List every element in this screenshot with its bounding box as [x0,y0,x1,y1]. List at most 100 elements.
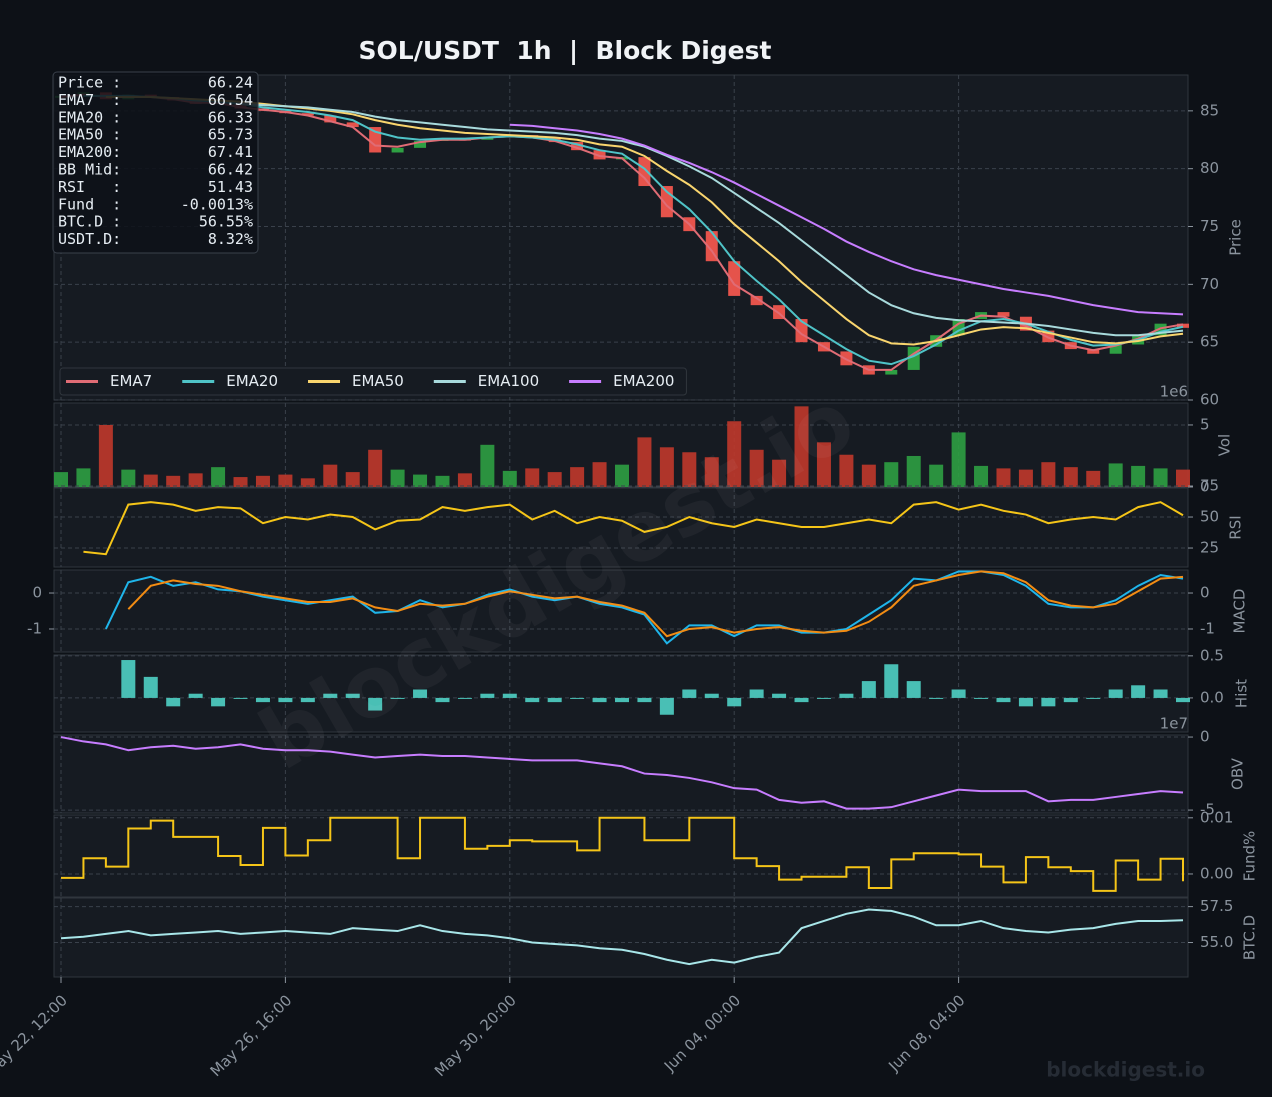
series-line [61,816,1184,892]
bar [1086,697,1101,699]
info-label: EMA7 : [58,91,121,109]
bar [323,693,338,698]
bar [1018,697,1033,707]
bar [727,697,742,707]
info-label: EMA200: [58,143,121,161]
bar [1108,463,1123,487]
bar [166,697,181,707]
bar [816,442,831,487]
panel-frame [53,814,1189,898]
candle [1154,323,1167,336]
y-tick-label: 25 [1200,539,1219,557]
candle [346,122,359,128]
bar [188,693,203,698]
y-axis-label: BTC.D [1241,915,1259,960]
bar [300,697,315,703]
bar [659,447,674,487]
bar [884,462,899,487]
footer-brand: blockdigest.io [1046,1058,1205,1082]
candle [324,115,337,123]
bar [435,697,450,703]
bar [166,475,181,487]
bar [390,469,405,487]
bar [502,693,517,698]
bar [1108,689,1123,698]
y-axis-label: Price [1227,219,1245,256]
bar [816,697,831,699]
bar [54,472,68,487]
y-tick-label: 70 [1200,275,1219,293]
bar [1131,465,1146,487]
y-tick-label: 0 [1200,478,1210,496]
legend-label: EMA7 [110,372,152,390]
bar [480,693,495,698]
panel-frame [53,734,1189,814]
bar [704,457,719,487]
info-label: RSI : [58,178,121,196]
info-label: Price : [58,74,121,92]
bar [996,468,1011,487]
bar [839,693,854,698]
bar [749,689,764,698]
candle [638,157,651,187]
legend-box [59,367,687,396]
candle [593,150,606,160]
bar [457,473,472,487]
candle [1109,344,1122,354]
bar [1063,467,1078,487]
bar [255,697,270,703]
bar [794,697,809,703]
bar [368,697,383,711]
info-value: 8.32% [208,230,253,248]
y-tick-label: 75 [1200,217,1219,235]
bar [1153,689,1168,698]
bar [1041,462,1056,487]
bar [637,437,652,487]
axis-offset-label: 1e6 [1160,383,1188,401]
bar [615,464,629,487]
bar [300,478,315,487]
info-label: Fund : [58,195,121,213]
bar [368,449,383,487]
bar [592,697,607,703]
chart-title: SOL/USDT 1h | Block Digest [359,36,772,65]
legend-label: EMA200 [613,372,674,390]
bar [525,697,540,703]
y-tick-label: 0.0 [1200,688,1224,706]
bar [413,474,428,487]
info-value: 65.73 [208,126,253,144]
y-tick-label: 75 [1200,477,1219,495]
info-value: 56.55% [199,213,253,231]
bar [480,444,495,487]
y-tick-label: 65 [1200,333,1219,351]
bar [996,697,1011,703]
bar [839,454,854,487]
bar [390,697,405,699]
bar [413,689,428,698]
candle [840,351,853,366]
info-label: EMA50 : [58,126,121,144]
info-label: BTC.D : [58,213,121,231]
y-axis-label: RSI [1227,515,1245,539]
info-value: 67.41 [208,143,253,161]
info-value: 51.43 [208,178,253,196]
series-line [83,501,1184,556]
series-line [509,123,1184,316]
bar [278,474,293,487]
legend: EMA7 EMA20 EMA50 EMA100 EMA200 [59,367,687,396]
series-line [240,102,1184,337]
bar [188,473,203,487]
bar [98,424,113,487]
bar [615,697,629,703]
panel-frame [53,569,1189,653]
bar [211,697,226,707]
y-axis-label: Fund% [1241,831,1259,882]
bar [749,449,764,487]
bar [682,689,697,698]
y-tick-label: 80 [1200,159,1219,177]
info-box: Price : 66.24 EMA7 : 66.54 EMA20 : 66.33 EMA50… [52,71,259,254]
candle [571,142,584,151]
y-tick-label: 55.0 [1200,933,1233,951]
bar [278,697,293,703]
